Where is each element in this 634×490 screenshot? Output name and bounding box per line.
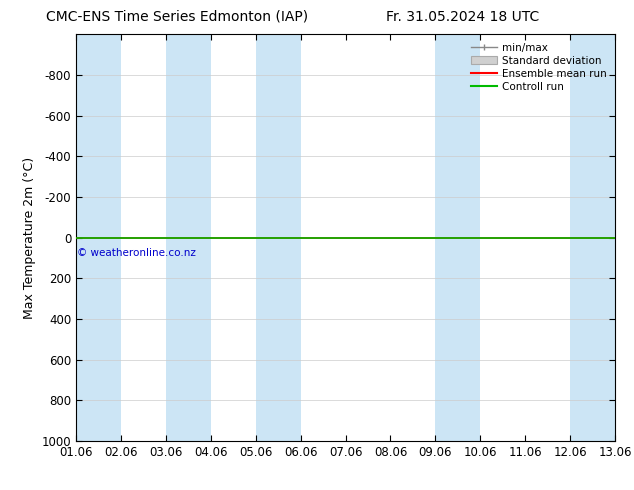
Text: Fr. 31.05.2024 18 UTC: Fr. 31.05.2024 18 UTC — [386, 10, 540, 24]
Bar — [166, 34, 210, 441]
Text: CMC-ENS Time Series Edmonton (IAP): CMC-ENS Time Series Edmonton (IAP) — [46, 10, 309, 24]
Text: © weatheronline.co.nz: © weatheronline.co.nz — [77, 248, 196, 258]
Bar — [256, 34, 301, 441]
Y-axis label: Max Temperature 2m (°C): Max Temperature 2m (°C) — [23, 157, 36, 318]
Legend: min/max, Standard deviation, Ensemble mean run, Controll run: min/max, Standard deviation, Ensemble me… — [467, 40, 610, 95]
Bar — [76, 34, 121, 441]
Bar — [570, 34, 615, 441]
Bar — [436, 34, 481, 441]
